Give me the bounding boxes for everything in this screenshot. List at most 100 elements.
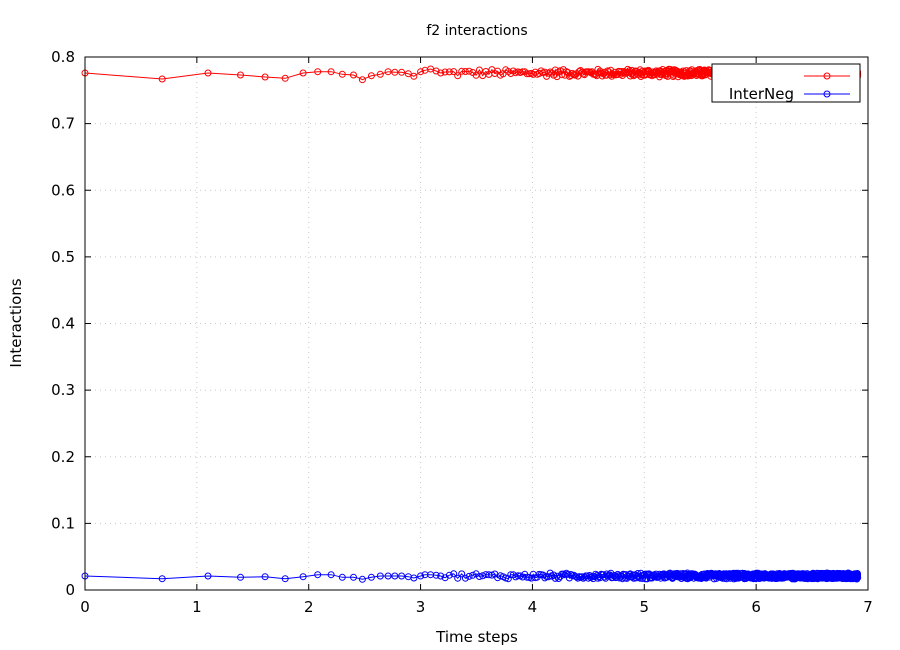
data-point (450, 570, 458, 578)
y-tick-label: 0.7 (51, 115, 75, 133)
data-point (854, 571, 862, 579)
data-point (338, 70, 346, 78)
data-point (281, 74, 289, 82)
data-point (237, 573, 244, 581)
data-point (281, 575, 289, 583)
data-point (314, 571, 322, 579)
x-tick-label: 2 (304, 598, 314, 616)
axes: 0 1 2 3 4 5 6 7 0 0.1 0.2 0.3 0.4 0.5 0.6 0.7 0.8 (51, 48, 873, 616)
data-point (384, 68, 392, 76)
data-point (410, 574, 418, 582)
x-tick-label: 5 (640, 598, 650, 616)
series-interneg (81, 569, 862, 583)
data-point (445, 571, 453, 579)
data-point (469, 571, 477, 579)
data-point (604, 67, 612, 75)
legend-marker (823, 72, 831, 80)
x-tick-label: 1 (192, 598, 202, 616)
data-point (461, 68, 469, 75)
data-point (261, 573, 269, 581)
data-point (437, 69, 445, 77)
x-axis-label: Time steps (435, 628, 518, 646)
data-point (450, 68, 458, 76)
y-axis-label: Interactions (7, 278, 25, 367)
data-point (514, 572, 522, 580)
data-point (314, 68, 322, 76)
y-tick-label: 0.6 (51, 181, 75, 199)
data-point (398, 572, 406, 580)
data-point (551, 574, 559, 582)
y-tick-label: 0.2 (51, 448, 75, 466)
data-point (521, 68, 529, 76)
data-point (590, 70, 598, 78)
data-point (567, 571, 575, 578)
data-point (261, 73, 269, 81)
data-point (638, 71, 646, 79)
data-point (299, 69, 307, 77)
data-point (553, 73, 561, 81)
data-point (441, 68, 449, 76)
y-tick-label: 0.8 (51, 48, 75, 66)
data-point (204, 572, 212, 580)
legend: InterNeg (711, 63, 861, 103)
y-tick-label: 0.5 (51, 248, 75, 266)
data-point (432, 67, 440, 75)
chart-title: f2 interactions (426, 23, 527, 39)
data-point (376, 572, 384, 580)
data-point (854, 574, 862, 582)
data-point (618, 575, 626, 583)
data-point (624, 65, 632, 73)
data-point (458, 570, 466, 578)
data-point (338, 573, 346, 581)
data-point (376, 70, 384, 78)
data-point (350, 71, 357, 79)
data-point (367, 72, 375, 80)
data-point (417, 572, 425, 580)
data-point (432, 571, 440, 579)
y-tick-label: 0.3 (51, 381, 75, 399)
data-point (475, 66, 483, 74)
data-point (237, 71, 244, 79)
data-point (327, 68, 335, 76)
data-point (523, 573, 531, 581)
data-point (578, 573, 586, 581)
x-tick-label: 0 (80, 598, 90, 616)
y-tick-label: 0.1 (51, 514, 75, 532)
data-point (573, 573, 581, 581)
data-point (404, 70, 412, 78)
data-point (575, 573, 583, 581)
data-point (204, 69, 212, 77)
legend-label: InterNeg (729, 85, 794, 103)
data-point (350, 573, 357, 581)
data-point (391, 572, 399, 580)
data-point (472, 71, 480, 79)
grid (85, 57, 868, 590)
legend-box (711, 63, 861, 103)
y-tick-label: 0.4 (51, 315, 75, 333)
data-point (537, 67, 545, 75)
data-point (417, 68, 425, 76)
data-point (391, 68, 399, 76)
data-point (358, 575, 366, 583)
data-point (299, 573, 307, 581)
y-tick-label: 0 (65, 581, 75, 599)
data-point (158, 575, 166, 583)
data-point (445, 68, 453, 76)
data-point (158, 75, 166, 83)
data-point (358, 76, 366, 84)
data-point (541, 574, 549, 582)
data-point (367, 573, 375, 581)
data-point (639, 575, 646, 582)
data-point (454, 574, 462, 582)
data-point (410, 72, 418, 80)
x-tick-label: 7 (863, 598, 873, 616)
data-point (541, 68, 549, 76)
data-point (465, 67, 473, 75)
data-point (461, 574, 469, 582)
series-group (81, 65, 862, 583)
data-point (327, 571, 335, 579)
data-point (519, 68, 527, 76)
data-point (398, 68, 406, 76)
x-tick-label: 6 (751, 598, 761, 616)
